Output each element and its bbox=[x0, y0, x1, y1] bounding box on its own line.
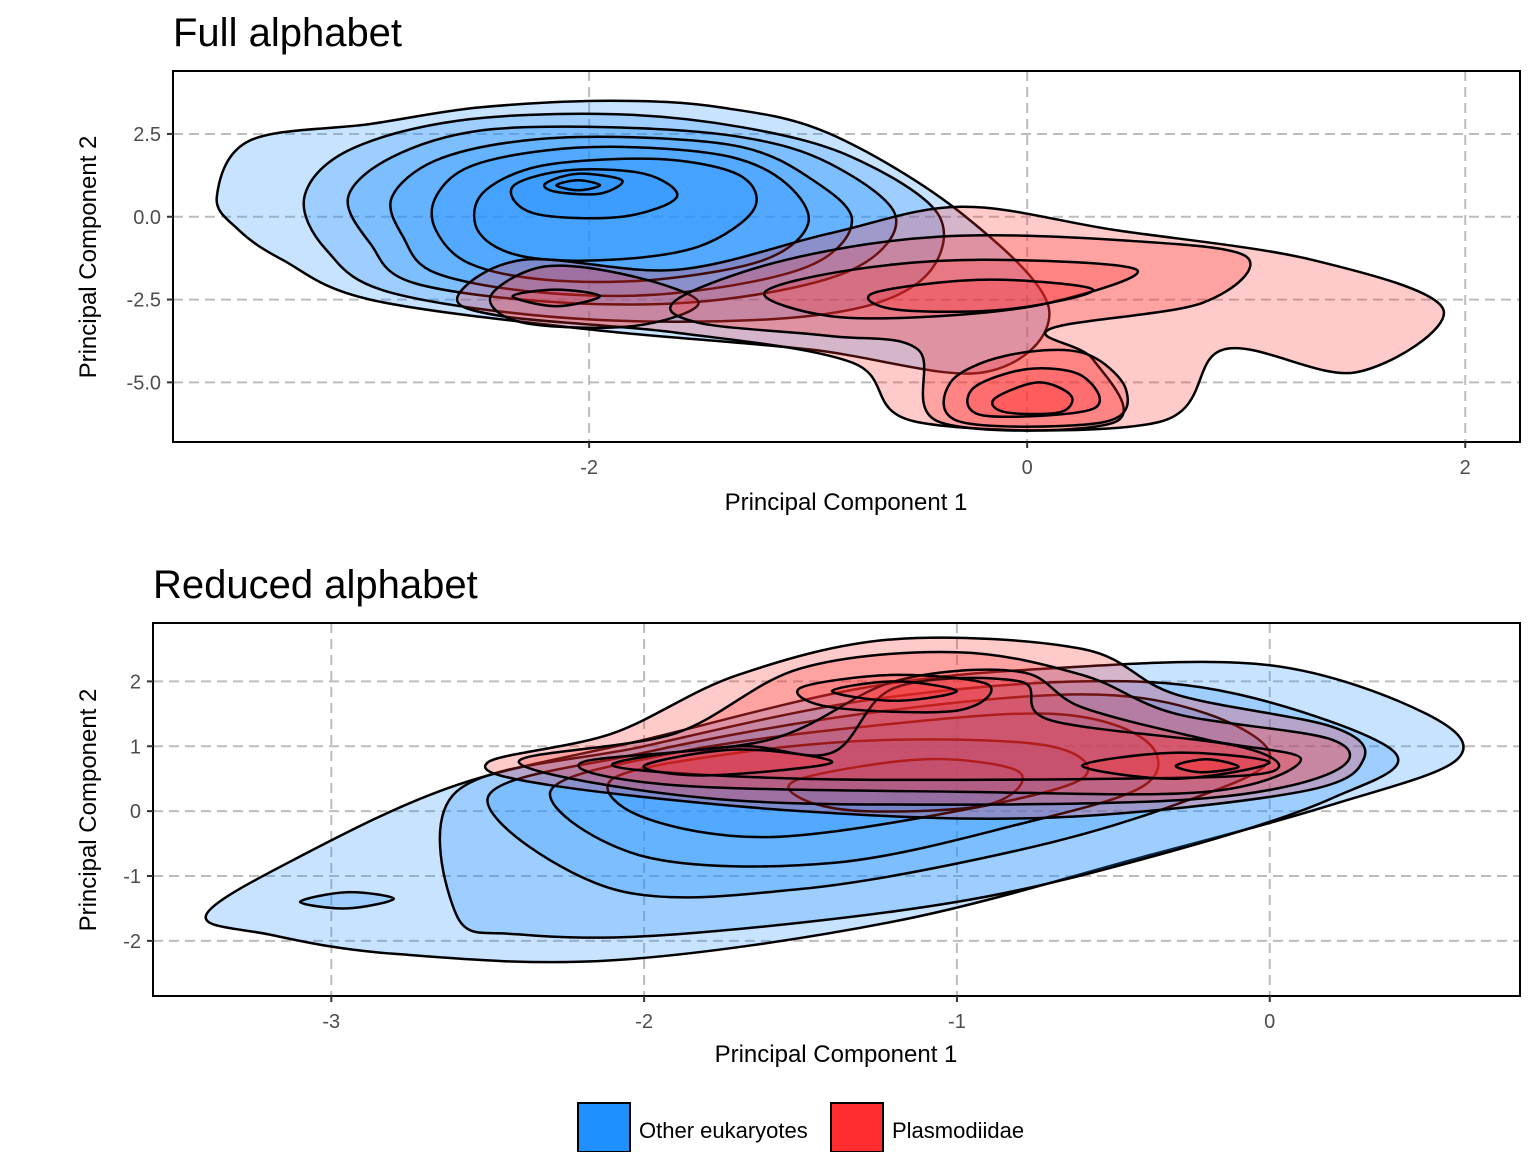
y-tick-label: -1 bbox=[123, 866, 141, 888]
density-contour bbox=[642, 748, 834, 777]
x-tick-label: -2 bbox=[580, 457, 598, 479]
x-axis-label: Principal Component 1 bbox=[725, 489, 968, 516]
density-contour bbox=[830, 680, 959, 703]
density-contour bbox=[966, 367, 1101, 419]
x-tick-label: 0 bbox=[1022, 457, 1033, 479]
x-tick-label: -2 bbox=[635, 1011, 653, 1033]
panel-full-alphabet: Full alphabet -2 0 2 2.5 0.0 -2.5 -5.0 Princip… bbox=[75, 11, 1521, 516]
panel-title: Reduced alphabet bbox=[153, 563, 478, 607]
x-tick-label: 0 bbox=[1264, 1011, 1275, 1033]
panel-reduced-alphabet: Reduced alphabet -3 -2 -1 0 2 1 0 -1 -2 Principa… bbox=[75, 563, 1521, 1068]
grid bbox=[173, 71, 1520, 442]
density-contour bbox=[517, 650, 1352, 806]
density-contour bbox=[990, 381, 1074, 416]
legend-label-other-eukaryotes: Other eukaryotes bbox=[639, 1118, 808, 1143]
density-contour bbox=[1174, 757, 1240, 774]
density-contour bbox=[488, 264, 700, 330]
y-axis-label: Principal Component 2 bbox=[75, 689, 102, 932]
density-contour bbox=[486, 693, 1272, 899]
y-tick-label: -2 bbox=[123, 931, 141, 953]
x-tick-label: -3 bbox=[322, 1011, 340, 1033]
axis-ticks: -2 0 2 2.5 0.0 -2.5 -5.0 bbox=[127, 124, 1471, 479]
y-tick-label: 0.0 bbox=[133, 207, 161, 229]
y-tick-label: 2.5 bbox=[133, 124, 161, 146]
y-tick-label: -2.5 bbox=[127, 290, 161, 312]
y-tick-label: 1 bbox=[130, 736, 141, 758]
density-contour bbox=[866, 278, 1095, 314]
density-contour bbox=[555, 179, 602, 192]
x-tick-label: -1 bbox=[948, 1011, 966, 1033]
density-contour bbox=[511, 288, 602, 308]
density-contour bbox=[455, 205, 1446, 432]
density-contour bbox=[298, 890, 396, 910]
plot-frame bbox=[172, 70, 1521, 443]
legend-key-plasmodiidae bbox=[830, 1102, 884, 1152]
x-axis-label: Principal Component 1 bbox=[715, 1041, 958, 1068]
density-contour bbox=[796, 673, 993, 714]
density-contour bbox=[942, 348, 1129, 428]
density-contours bbox=[204, 636, 1465, 964]
y-tick-label: -5.0 bbox=[127, 372, 161, 394]
density-contour bbox=[669, 233, 1252, 432]
panel-title: Full alphabet bbox=[173, 11, 402, 55]
legend: Other eukaryotes Plasmodiidae bbox=[577, 1102, 1024, 1152]
density-contour bbox=[483, 636, 1367, 820]
grid bbox=[153, 623, 1520, 996]
y-axis-label: Principal Component 2 bbox=[75, 136, 102, 379]
series-plasmodiidae bbox=[455, 205, 1446, 432]
y-tick-label: 2 bbox=[130, 671, 141, 693]
axis-ticks: -3 -2 -1 0 2 1 0 -1 -2 bbox=[123, 671, 1275, 1033]
density-contours bbox=[215, 99, 1446, 432]
x-tick-label: 2 bbox=[1460, 457, 1471, 479]
legend-key-other-eukaryotes bbox=[577, 1102, 631, 1152]
series-other-eukaryotes bbox=[215, 99, 1051, 375]
y-tick-label: 0 bbox=[130, 801, 141, 823]
plot-frame bbox=[152, 622, 1521, 997]
legend-label-plasmodiidae: Plasmodiidae bbox=[892, 1118, 1024, 1143]
series-plasmodiidae bbox=[483, 636, 1367, 820]
